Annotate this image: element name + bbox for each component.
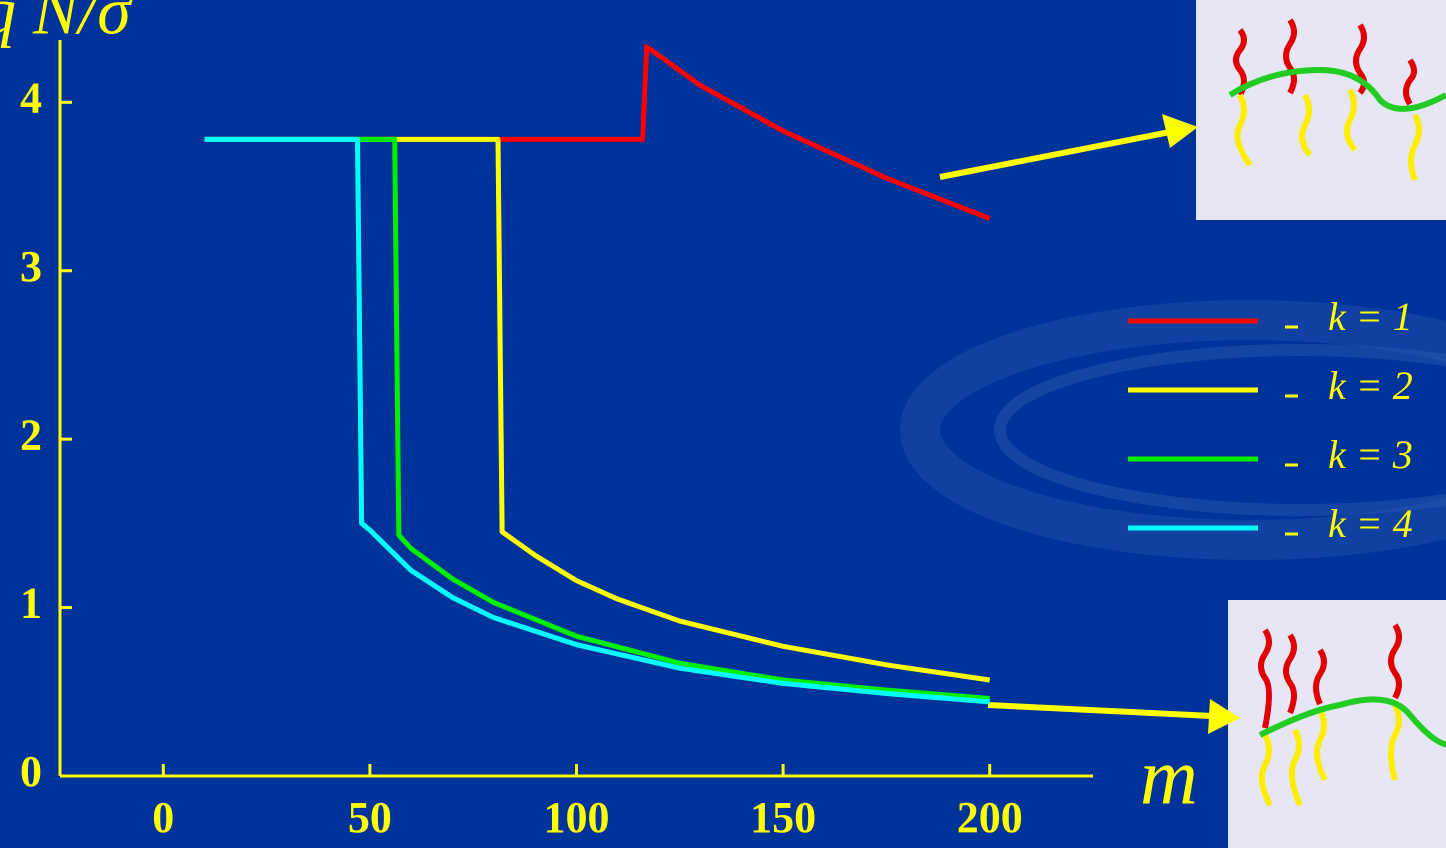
legend-label: k = 1 [1328,294,1413,339]
x-tick-label: 100 [544,793,610,842]
arrows [940,114,1240,734]
x-axis-label: m [1140,733,1198,821]
series-line [205,139,990,702]
series-line [205,47,990,219]
x-tick-label: 0 [152,793,174,842]
legend-label: k = 3 [1328,432,1413,477]
y-tick-label: 3 [20,242,42,291]
x-tick-label: 150 [750,793,816,842]
series-line [205,139,990,698]
inset-bottom [1228,600,1446,848]
y-tick-label: 4 [20,73,42,122]
legend-label: k = 4 [1328,501,1413,546]
y-tick-label: 1 [20,579,42,628]
legend-label: k = 2 [1328,363,1413,408]
series-line [205,139,990,680]
y-tick-label: 0 [20,747,42,796]
y-axis-label: q N/σ [0,0,133,49]
y-tick-label: 2 [20,410,42,459]
inset-top [1196,0,1446,220]
chart: q N/σ m 0 1 2 3 4 0 50 100 150 200 k = 1 k = 2 k = 3… [0,0,1446,848]
x-tick-label: 50 [348,793,392,842]
x-tick-label: 200 [957,793,1023,842]
